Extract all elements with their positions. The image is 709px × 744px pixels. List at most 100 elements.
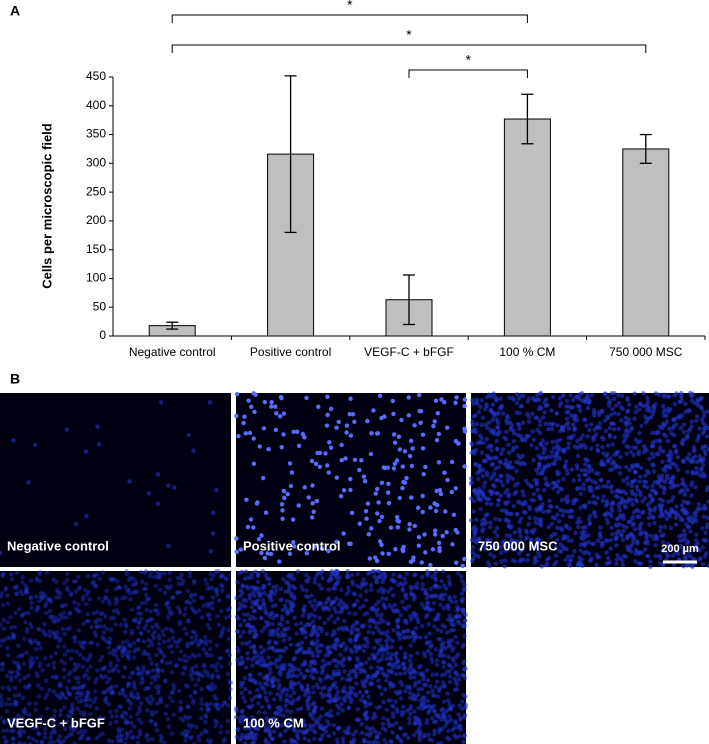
nucleus [207, 616, 212, 622]
nucleus [223, 575, 228, 581]
nucleus [537, 494, 542, 499]
nucleus [546, 524, 552, 530]
nucleus [37, 664, 42, 669]
nucleus [637, 479, 642, 484]
nucleus [155, 472, 161, 477]
nucleus [462, 712, 468, 718]
nucleus [248, 725, 254, 730]
nucleus [51, 727, 56, 732]
nucleus [20, 612, 25, 618]
nucleus [459, 706, 465, 711]
nucleus [412, 611, 417, 617]
nucleus [459, 591, 465, 596]
nucleus [700, 431, 706, 436]
nucleus [65, 571, 70, 577]
nucleus [239, 661, 245, 667]
nucleus [395, 691, 400, 697]
nucleus [36, 641, 42, 647]
nucleus [575, 445, 580, 451]
nucleus [535, 397, 540, 402]
nucleus [119, 727, 125, 732]
nucleus [543, 476, 548, 481]
nucleus [693, 546, 698, 552]
nucleus [158, 733, 164, 739]
nucleus [146, 652, 152, 657]
nucleus [378, 539, 383, 544]
nucleus [660, 421, 666, 427]
nucleus [393, 699, 398, 704]
nucleus [512, 431, 517, 436]
nucleus [490, 402, 496, 407]
nucleus [499, 559, 504, 564]
nucleus [481, 492, 486, 497]
nucleus [649, 514, 655, 520]
nucleus [618, 454, 623, 460]
nucleus [629, 533, 634, 538]
nucleus [490, 428, 495, 434]
nucleus [119, 713, 125, 718]
y-tick-label: 150 [86, 242, 106, 256]
nucleus [553, 483, 559, 488]
nucleus [3, 587, 8, 592]
nucleus [144, 651, 149, 656]
nucleus [94, 676, 99, 682]
nucleus [361, 474, 367, 479]
nucleus [681, 422, 687, 427]
nucleus [605, 458, 610, 463]
nucleus [356, 718, 361, 723]
nucleus [113, 622, 119, 627]
nucleus [542, 447, 548, 452]
nucleus [407, 716, 412, 721]
nucleus [344, 423, 350, 428]
nucleus [127, 675, 132, 680]
nucleus [155, 668, 160, 673]
nucleus [643, 420, 649, 425]
nucleus [205, 612, 210, 618]
nucleus [270, 675, 275, 681]
nucleus [244, 584, 249, 589]
nucleus [34, 739, 39, 744]
nucleus [44, 633, 49, 638]
nucleus [423, 635, 429, 640]
nucleus [656, 474, 661, 479]
nucleus [392, 609, 397, 614]
nucleus [218, 655, 223, 661]
nucleus [131, 576, 136, 581]
nucleus [396, 582, 401, 588]
nucleus [136, 666, 141, 672]
panel-label: A [10, 3, 20, 19]
nucleus [494, 455, 499, 460]
nucleus [182, 626, 187, 631]
nucleus [272, 648, 277, 653]
nucleus [558, 549, 564, 554]
nucleus [682, 492, 688, 497]
nucleus [578, 548, 583, 553]
nucleus [25, 685, 30, 690]
nucleus [252, 634, 257, 639]
nucleus [598, 531, 603, 536]
nucleus [609, 513, 614, 519]
nucleus [85, 736, 90, 741]
nucleus [491, 554, 497, 559]
nucleus [283, 589, 288, 594]
nucleus [120, 596, 125, 601]
nucleus [359, 458, 364, 463]
nucleus [81, 645, 86, 650]
nucleus [285, 626, 291, 631]
nucleus [607, 403, 612, 408]
nucleus [520, 453, 525, 459]
nucleus [162, 653, 167, 659]
nucleus [499, 403, 505, 409]
nucleus [578, 519, 583, 525]
nucleus [5, 728, 10, 733]
nucleus [267, 724, 273, 729]
nucleus [621, 516, 626, 521]
nucleus [572, 549, 577, 554]
nucleus [107, 676, 112, 682]
nucleus [5, 619, 11, 625]
nucleus [67, 611, 72, 616]
nucleus [534, 446, 540, 451]
nucleus [141, 639, 146, 644]
nucleus [376, 678, 381, 683]
nucleus [215, 661, 220, 666]
